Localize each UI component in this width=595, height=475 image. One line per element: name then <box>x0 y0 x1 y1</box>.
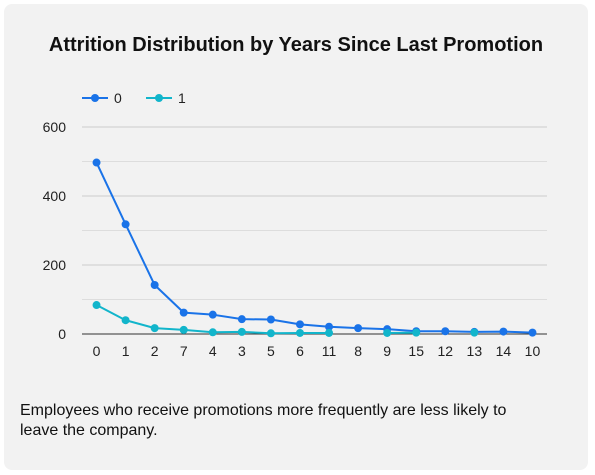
x-axis: 0 1 2 7 4 3 5 6 11 8 9 15 12 13 14 10 <box>82 333 547 359</box>
series-group <box>92 158 537 338</box>
legend-swatch-marker <box>155 94 163 102</box>
x-tick-label: 11 <box>322 343 337 359</box>
y-tick-label: 0 <box>58 326 66 342</box>
data-point[interactable] <box>179 308 188 317</box>
gridlines <box>82 126 547 300</box>
data-point[interactable] <box>150 281 159 290</box>
y-tick-label: 600 <box>43 119 67 135</box>
data-point[interactable] <box>179 325 188 334</box>
x-tick-label: 10 <box>525 343 541 359</box>
data-point[interactable] <box>121 220 130 229</box>
data-point[interactable] <box>237 327 246 336</box>
legend-label: 1 <box>178 90 186 106</box>
x-tick-label: 1 <box>122 343 130 359</box>
chart-card: Attrition Distribution by Years Since La… <box>4 4 588 470</box>
data-point[interactable] <box>92 158 101 167</box>
legend-label: 0 <box>114 90 122 106</box>
data-point[interactable] <box>266 329 275 338</box>
y-tick-label: 200 <box>43 257 67 273</box>
legend-item-0[interactable]: 0 <box>82 90 122 106</box>
x-tick-label: 12 <box>437 343 453 359</box>
data-point[interactable] <box>441 327 450 336</box>
x-tick-label: 13 <box>467 343 483 359</box>
data-point[interactable] <box>266 315 275 324</box>
data-point[interactable] <box>121 316 130 325</box>
y-tick-label: 400 <box>43 188 67 204</box>
data-point[interactable] <box>325 328 334 337</box>
y-axis: 0 200 400 600 <box>43 119 67 342</box>
x-tick-label: 3 <box>238 343 246 359</box>
legend-swatch-marker <box>91 94 99 102</box>
x-tick-label: 6 <box>296 343 304 359</box>
series-0 <box>92 158 537 337</box>
x-tick-label: 7 <box>180 343 188 359</box>
data-point[interactable] <box>354 324 363 333</box>
data-point[interactable] <box>92 301 101 310</box>
data-point[interactable] <box>208 328 217 337</box>
data-point[interactable] <box>325 322 334 331</box>
data-point[interactable] <box>237 315 246 324</box>
data-point[interactable] <box>150 324 159 333</box>
x-tick-label: 8 <box>354 343 362 359</box>
chart-title: Attrition Distribution by Years Since La… <box>48 34 544 56</box>
series-line <box>95 162 533 334</box>
x-tick-label: 14 <box>496 343 512 359</box>
x-tick-label: 15 <box>408 343 424 359</box>
legend-item-1[interactable]: 1 <box>146 90 186 106</box>
data-point[interactable] <box>528 328 537 337</box>
x-tick-label: 0 <box>93 343 101 359</box>
chart-caption: Employees who receive promotions more fr… <box>20 402 507 439</box>
data-point[interactable] <box>208 310 217 319</box>
data-point[interactable] <box>412 328 421 337</box>
series-1 <box>92 301 479 338</box>
x-tick-label: 4 <box>209 343 217 359</box>
data-point[interactable] <box>383 328 392 337</box>
data-point[interactable] <box>295 320 304 329</box>
x-tick-label: 9 <box>383 343 391 359</box>
x-tick-label: 5 <box>267 343 275 359</box>
data-point[interactable] <box>470 328 479 337</box>
x-tick-label: 2 <box>151 343 159 359</box>
data-point[interactable] <box>499 327 508 336</box>
data-point[interactable] <box>295 328 304 337</box>
